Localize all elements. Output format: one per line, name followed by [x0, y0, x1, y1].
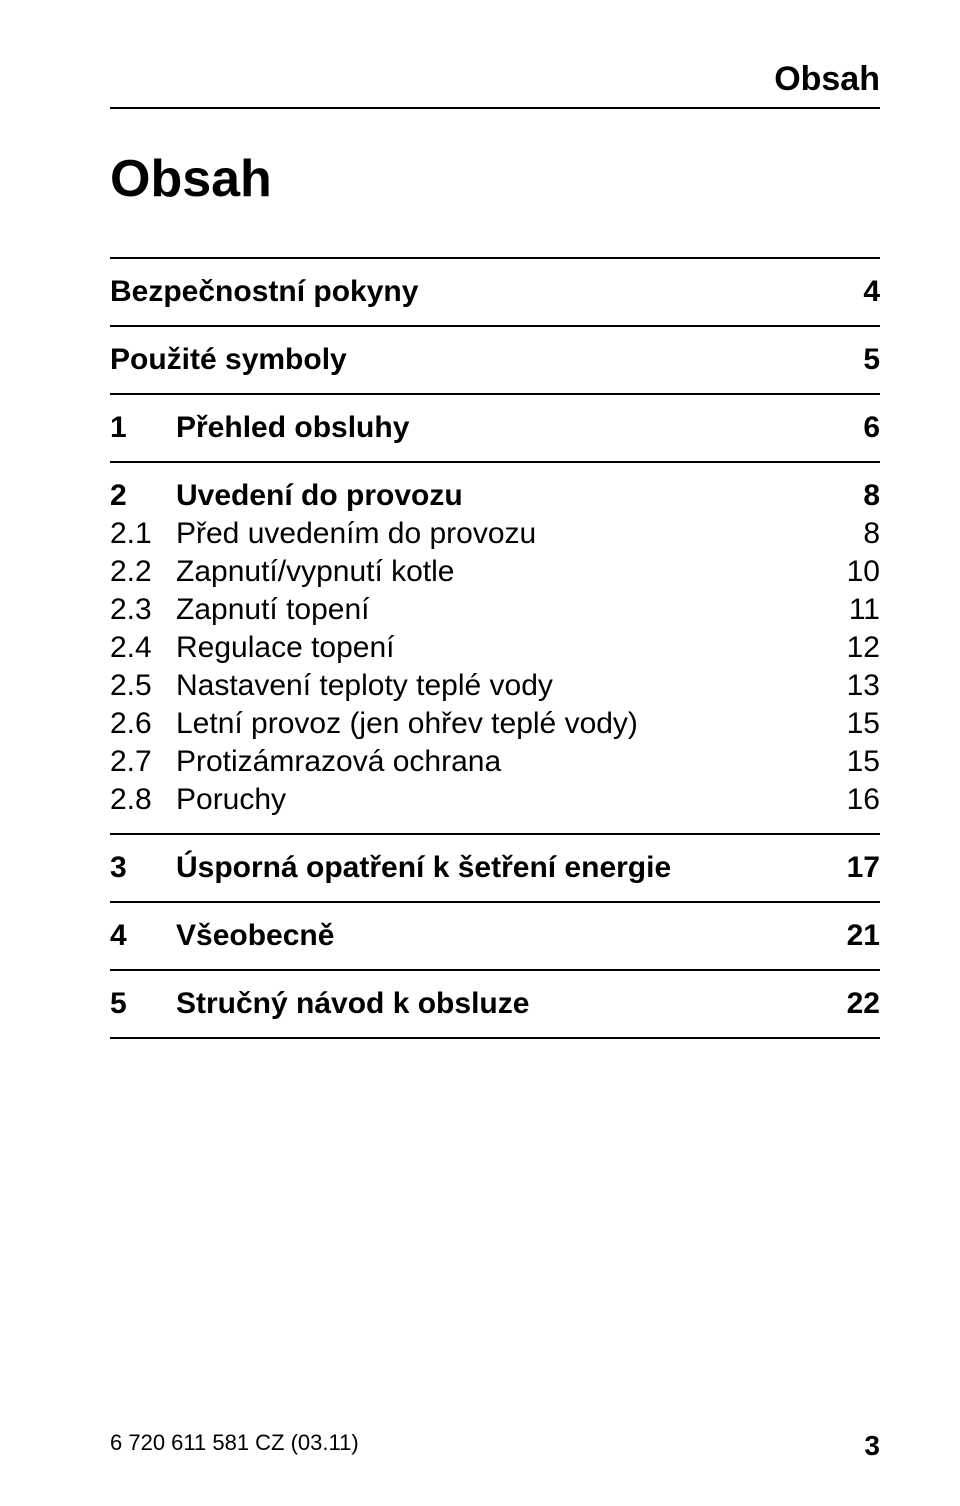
toc-subnumber: 2.8 — [110, 783, 176, 817]
toc-page: 15 — [830, 707, 880, 741]
toc-page: 16 — [830, 783, 880, 817]
toc-subnumber: 2.7 — [110, 745, 176, 779]
toc-label: Úsporná opatření k šetření energie — [176, 851, 671, 885]
page-header-title: Obsah — [110, 60, 880, 99]
toc-label: Bezpečnostní pokyny — [110, 275, 418, 309]
toc-sublabel: Letní provoz (jen ohřev teplé vody) — [176, 707, 638, 741]
toc-entry: 5 Stručný návod k obsluze 22 — [110, 981, 880, 1027]
toc-entry: Bezpečnostní pokyny 4 — [110, 269, 880, 315]
footer-page-number: 3 — [864, 1430, 880, 1462]
toc-subrow: 2.6Letní provoz (jen ohřev teplé vody) 1… — [110, 705, 880, 743]
toc-label: Všeobecně — [176, 919, 334, 953]
section-rule — [110, 901, 880, 903]
toc-page: 21 — [830, 919, 880, 953]
toc-page: 12 — [830, 631, 880, 665]
toc-label: Uvedení do provozu — [176, 479, 463, 513]
toc-entry: 3 Úsporná opatření k šetření energie 17 — [110, 845, 880, 891]
toc-subrow: 2.2Zapnutí/vypnutí kotle 10 — [110, 553, 880, 591]
toc-subnumber: 2.3 — [110, 593, 176, 627]
toc-label: Použité symboly — [110, 343, 347, 377]
section-rule — [110, 969, 880, 971]
toc-label: Stručný návod k obsluze — [176, 987, 529, 1021]
toc-sublabel: Nastavení teploty teplé vody — [176, 669, 553, 703]
toc-subnumber: 2.6 — [110, 707, 176, 741]
toc-label: Přehled obsluhy — [176, 411, 409, 445]
toc-subrow: 2.5Nastavení teploty teplé vody 13 — [110, 667, 880, 705]
toc-subnumber: 2.5 — [110, 669, 176, 703]
toc-row: Bezpečnostní pokyny 4 — [110, 273, 880, 311]
toc-entry: Použité symboly 5 — [110, 337, 880, 383]
toc-number: 2 — [110, 479, 176, 513]
toc-page: 4 — [830, 275, 880, 309]
section-rule — [110, 393, 880, 395]
toc-number: 3 — [110, 851, 176, 885]
section-rule — [110, 1037, 880, 1039]
toc-sublabel: Před uvedením do provozu — [176, 517, 536, 551]
toc-subrow: 2.1Před uvedením do provozu 8 — [110, 515, 880, 553]
toc-number: 1 — [110, 411, 176, 445]
toc-row: 2 Uvedení do provozu 8 — [110, 477, 880, 515]
toc-sublabel: Protizámrazová ochrana — [176, 745, 501, 779]
toc-subrow: 2.4Regulace topení 12 — [110, 629, 880, 667]
toc-sublabel: Zapnutí/vypnutí kotle — [176, 555, 455, 589]
toc-subrow: 2.8Poruchy 16 — [110, 781, 880, 819]
toc-subrow: 2.3Zapnutí topení 11 — [110, 591, 880, 629]
toc-row: 3 Úsporná opatření k šetření energie 17 — [110, 849, 880, 887]
toc-page: 11 — [830, 593, 880, 627]
toc-row: 5 Stručný návod k obsluze 22 — [110, 985, 880, 1023]
section-rule — [110, 325, 880, 327]
toc-subrow: 2.7Protizámrazová ochrana 15 — [110, 743, 880, 781]
top-rule — [110, 107, 880, 109]
toc-page: 17 — [830, 851, 880, 885]
toc-number: 5 — [110, 987, 176, 1021]
footer-doc-id: 6 720 611 581 CZ (03.11) — [110, 1430, 359, 1462]
section-rule — [110, 257, 880, 259]
toc-sublabel: Regulace topení — [176, 631, 395, 665]
toc-sublabel: Poruchy — [176, 783, 286, 817]
toc-entry: 2 Uvedení do provozu 8 2.1Před uvedením … — [110, 473, 880, 823]
section-rule — [110, 461, 880, 463]
toc-page: 6 — [830, 411, 880, 445]
toc-subnumber: 2.1 — [110, 517, 176, 551]
toc-row: 1 Přehled obsluhy 6 — [110, 409, 880, 447]
toc-number: 4 — [110, 919, 176, 953]
main-title: Obsah — [110, 149, 880, 209]
toc-page: 22 — [830, 987, 880, 1021]
toc-page: 8 — [830, 517, 880, 551]
toc-entry: 4 Všeobecně 21 — [110, 913, 880, 959]
page-footer: 6 720 611 581 CZ (03.11) 3 — [110, 1430, 880, 1462]
toc-sublabel: Zapnutí topení — [176, 593, 369, 627]
toc-page: 13 — [830, 669, 880, 703]
toc-page: 5 — [830, 343, 880, 377]
toc-entry: 1 Přehled obsluhy 6 — [110, 405, 880, 451]
section-rule — [110, 833, 880, 835]
toc-page: 10 — [830, 555, 880, 589]
toc-subnumber: 2.4 — [110, 631, 176, 665]
toc-subnumber: 2.2 — [110, 555, 176, 589]
toc-row: 4 Všeobecně 21 — [110, 917, 880, 955]
toc-page: 8 — [830, 479, 880, 513]
toc-page: 15 — [830, 745, 880, 779]
toc-row: Použité symboly 5 — [110, 341, 880, 379]
